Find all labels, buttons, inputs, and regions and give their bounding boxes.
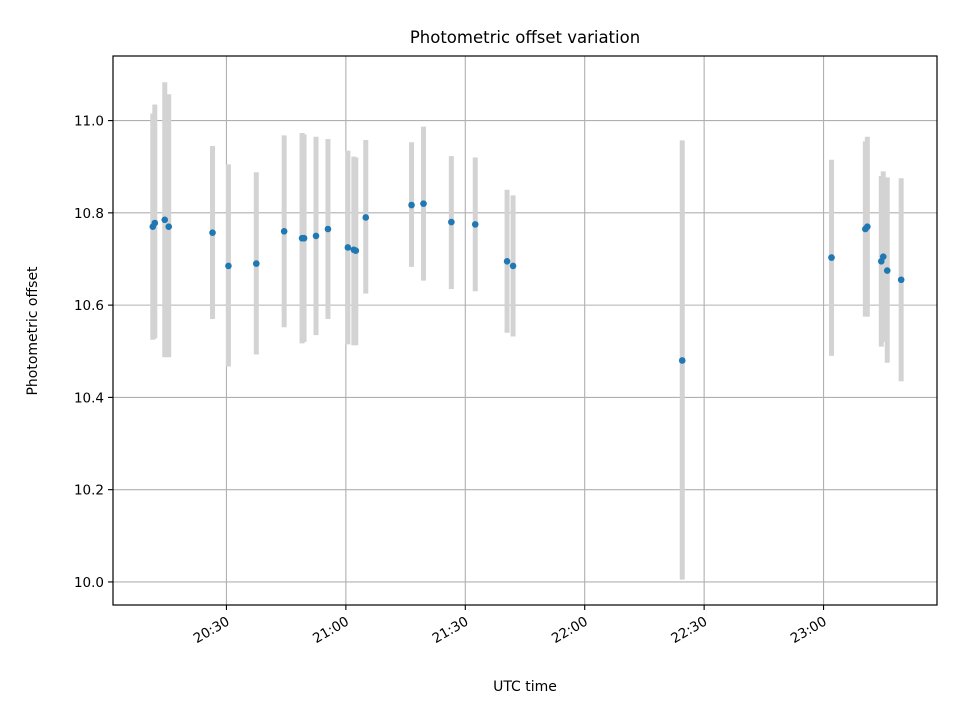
data-point <box>879 253 887 260</box>
y-tick-label: 10.0 <box>74 575 104 591</box>
data-point <box>165 223 173 230</box>
data-point <box>225 262 232 270</box>
y-tick-label: 10.4 <box>74 390 104 406</box>
data-point <box>828 254 835 261</box>
data-points <box>149 200 905 364</box>
data-point <box>509 262 517 270</box>
y-tick-label: 11.0 <box>74 114 104 130</box>
data-point <box>362 214 370 221</box>
data-point <box>471 221 479 228</box>
data-point <box>312 232 320 240</box>
grid-lines <box>113 56 937 605</box>
data-point <box>864 223 871 230</box>
data-point <box>253 260 260 267</box>
data-point <box>883 267 891 274</box>
data-point <box>897 276 905 284</box>
plot-frame <box>112 55 938 606</box>
data-point <box>300 234 308 242</box>
data-point <box>420 200 427 207</box>
data-point <box>161 216 169 224</box>
y-tick-label: 10.2 <box>74 483 104 499</box>
data-point <box>408 201 415 209</box>
data-point <box>280 228 288 235</box>
y-axis-ticks: 10.0 10.2 10.4 10.6 10.8 11.0 <box>74 114 113 591</box>
y-tick-label: 10.8 <box>74 206 104 222</box>
y-axis-label: Photometric offset <box>25 266 41 396</box>
x-axis-ticks: 20:30 21:00 21:30 22:00 22:30 23:00 <box>191 605 830 647</box>
chart-title: Photometric offset variation <box>410 28 640 47</box>
data-point <box>324 225 332 233</box>
data-point <box>503 257 511 265</box>
x-axis-label: UTC time <box>493 679 557 695</box>
data-point <box>678 357 686 364</box>
data-point <box>151 219 159 227</box>
data-point <box>344 244 352 251</box>
y-tick-label: 10.6 <box>74 298 104 314</box>
data-point <box>209 229 216 236</box>
data-point <box>352 247 360 254</box>
data-point <box>448 218 455 226</box>
